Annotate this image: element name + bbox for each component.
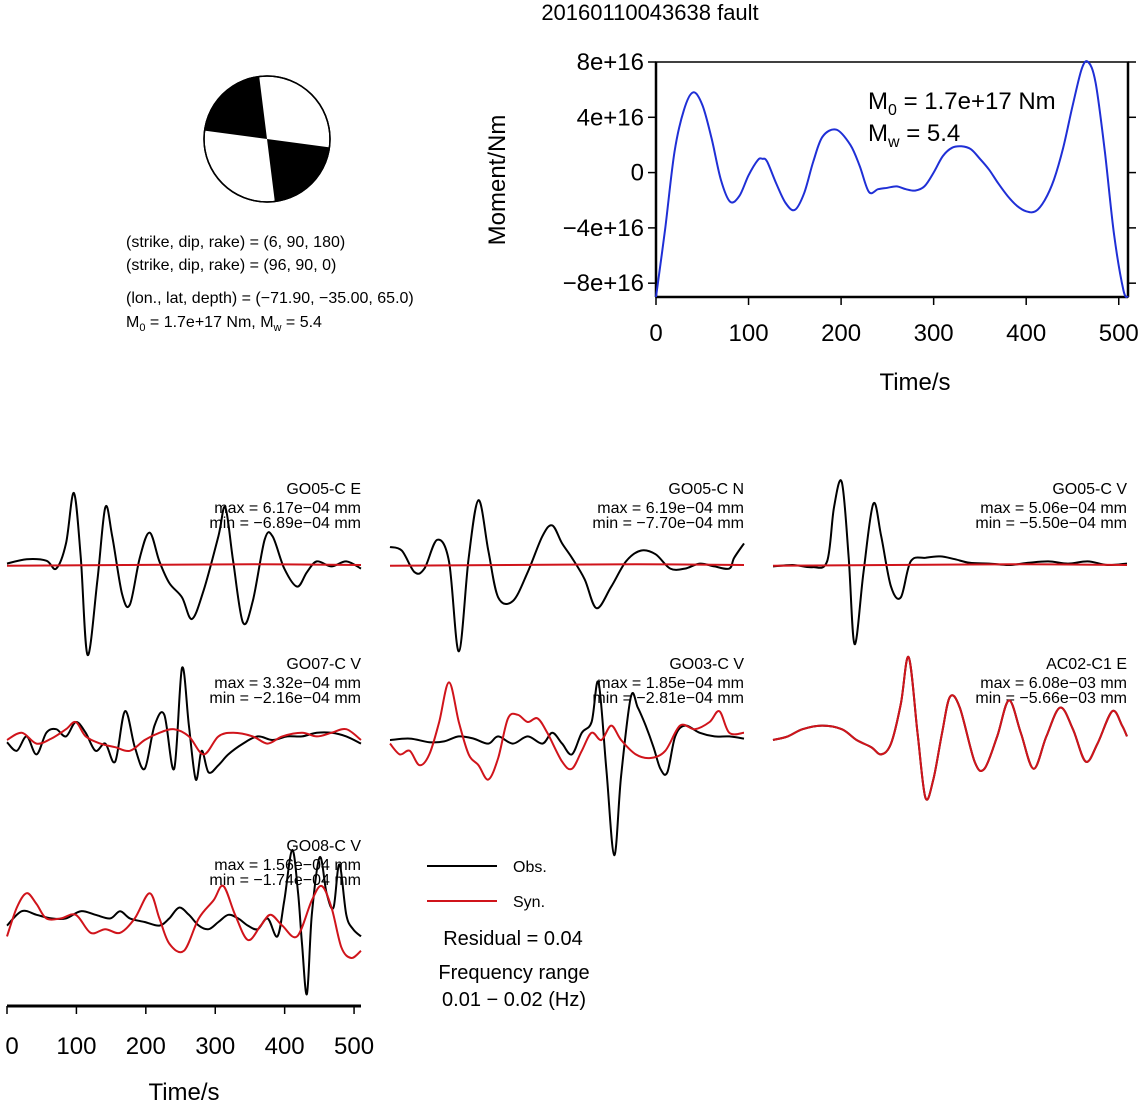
station-min: min = −6.89e−04 mm bbox=[209, 515, 361, 532]
station-label: GO08-C V bbox=[286, 838, 361, 855]
moment-xtick-label: 500 bbox=[1099, 320, 1139, 347]
station-min: min = −2.81e−04 mm bbox=[592, 690, 744, 707]
synthetic-trace bbox=[772, 563, 1128, 567]
mechanism-location: (lon., lat, depth) = (−71.90, −35.00, 65… bbox=[126, 290, 414, 307]
beachball-icon bbox=[203, 75, 331, 203]
moment-rate-series-line bbox=[655, 60, 1129, 299]
moment-xtick-label: 200 bbox=[821, 320, 861, 347]
waveform-xlabel: Time/s bbox=[148, 1079, 219, 1104]
waveform-xtick-label: 0 bbox=[5, 1033, 18, 1060]
station-label: GO05-C E bbox=[286, 481, 361, 498]
moment-xlabel: Time/s bbox=[879, 369, 950, 396]
observed-trace bbox=[772, 479, 1128, 646]
waveform-xtick-label: 100 bbox=[56, 1033, 96, 1060]
moment-xtick-label: 400 bbox=[1006, 320, 1046, 347]
station-max: max = 6.08e−03 mm bbox=[980, 675, 1127, 692]
station-max: max = 1.85e−04 mm bbox=[597, 675, 744, 692]
station-min: min = −2.16e−04 mm bbox=[209, 690, 361, 707]
mechanism-plane2: (strike, dip, rake) = (96, 90, 0) bbox=[126, 257, 336, 274]
station-max: max = 5.06e−04 mm bbox=[980, 500, 1127, 517]
synthetic-trace bbox=[6, 720, 362, 756]
mechanism-info: (strike, dip, rake) = (6, 90, 180) (stri… bbox=[126, 234, 414, 334]
station-label: GO07-C V bbox=[286, 656, 361, 673]
station-label: AC02-C1 E bbox=[1046, 656, 1127, 673]
station-label: GO05-C V bbox=[1052, 481, 1127, 498]
moment-ytick-label: 8e+16 bbox=[577, 49, 644, 76]
moment-plot-frame bbox=[655, 61, 1129, 298]
legend-obs-label: Obs. bbox=[513, 859, 547, 876]
station-min: min = −5.50e−04 mm bbox=[975, 515, 1127, 532]
moment-rate-plot: 8e+16 4e+16 0 −4e+16 −8e+16 0 100 200 300 400 500… bbox=[484, 49, 1139, 396]
observed-trace bbox=[6, 491, 362, 657]
observed-trace bbox=[389, 680, 745, 857]
observed-trace bbox=[6, 848, 362, 996]
legend-syn-label: Syn. bbox=[513, 894, 545, 911]
moment-ytick-label: −4e+16 bbox=[563, 215, 644, 242]
mechanism-magnitude: M0 = 1.7e+17 Nm, Mw = 5.4 bbox=[126, 314, 322, 334]
waveform-xtick-label: 300 bbox=[195, 1033, 235, 1060]
legend: Obs. Syn. Residual = 0.04 Frequency rang… bbox=[427, 859, 590, 1011]
station-max: max = 6.19e−04 mm bbox=[597, 500, 744, 517]
station-min: min = −5.66e−03 mm bbox=[975, 690, 1127, 707]
moment-xtick-label: 100 bbox=[729, 320, 769, 347]
station-label: GO05-C N bbox=[668, 481, 744, 498]
frequency-range-label: Frequency range bbox=[438, 962, 589, 984]
station-label: GO03-C V bbox=[669, 656, 744, 673]
synthetic-trace bbox=[6, 563, 362, 567]
moment-ytick-label: 0 bbox=[631, 160, 644, 187]
station-max: max = 3.32e−04 mm bbox=[214, 675, 361, 692]
synthetic-trace bbox=[389, 681, 745, 781]
figure-title: 20160110043638 fault bbox=[541, 0, 758, 25]
station-max: max = 6.17e−04 mm bbox=[214, 500, 361, 517]
station-min: min = −7.70e−04 mm bbox=[592, 515, 744, 532]
frequency-range-value: 0.01 − 0.02 (Hz) bbox=[442, 989, 586, 1011]
synthetic-trace bbox=[6, 884, 362, 959]
observed-trace bbox=[389, 499, 745, 653]
moment-xtick-label: 300 bbox=[914, 320, 954, 347]
moment-ytick-label: −8e+16 bbox=[563, 270, 644, 297]
moment-annotation-m0: M0 = 1.7e+17 Nm bbox=[868, 88, 1056, 119]
synthetic-trace bbox=[389, 563, 745, 567]
station-max: max = 1.56e−04 mm bbox=[214, 857, 361, 874]
mechanism-plane1: (strike, dip, rake) = (6, 90, 180) bbox=[126, 234, 345, 251]
waveform-xtick-label: 200 bbox=[126, 1033, 166, 1060]
waveform-time-axis: 0 100 200 300 400 500 Time/s bbox=[5, 1004, 374, 1104]
synthetic-trace bbox=[772, 656, 1128, 801]
residual-text: Residual = 0.04 bbox=[443, 928, 583, 950]
moment-ylabel: Moment/Nm bbox=[484, 115, 511, 246]
waveform-xtick-label: 400 bbox=[265, 1033, 305, 1060]
waveform-xtick-label: 500 bbox=[334, 1033, 374, 1060]
moment-ytick-label: 4e+16 bbox=[577, 104, 644, 131]
moment-annotation-mw: Mw = 5.4 bbox=[868, 120, 960, 151]
moment-xtick-label: 0 bbox=[649, 320, 662, 347]
